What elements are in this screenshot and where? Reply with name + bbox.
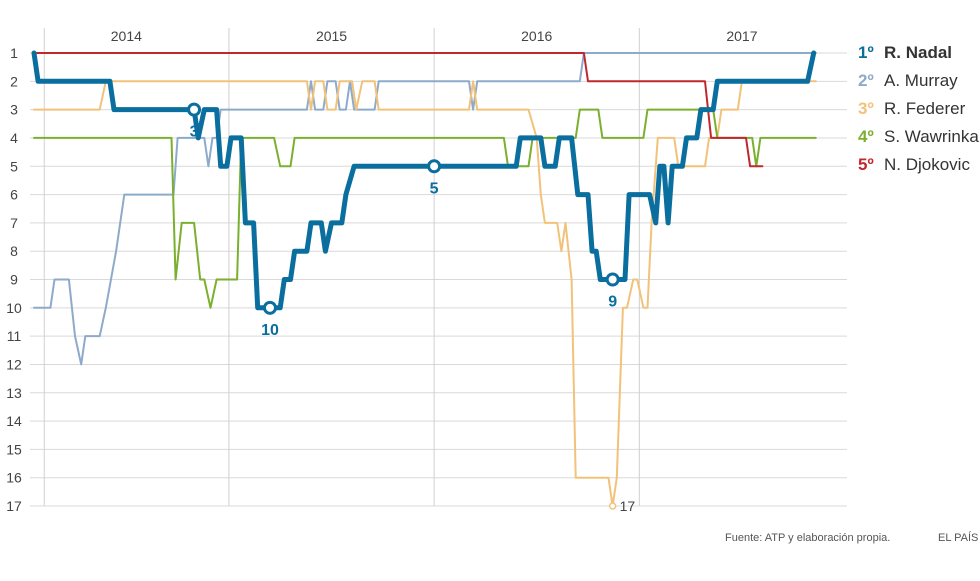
legend-name-n-djokovic: N. Djokovic [884, 155, 970, 174]
y-tick-label-5: 5 [10, 158, 18, 174]
annotation-label-3: 9 [608, 294, 617, 311]
legend-rank-a-murray: 2º [858, 71, 874, 90]
legend: 1º R. Nadal 2º A. Murray 3º R. Federer 4º S. Wa… [858, 43, 979, 174]
legend-rank-n-djokovic: 5º [858, 155, 874, 174]
y-tick-label-2: 2 [10, 73, 18, 89]
y-tick-label-10: 10 [6, 300, 22, 316]
year-axis: 2014 2015 2016 2017 [111, 28, 758, 44]
y-tick-label-8: 8 [10, 243, 18, 259]
annotations: 3 10 5 9 17 [187, 102, 636, 514]
y-tick-label-12: 12 [6, 356, 22, 372]
legend-rank-r-nadal: 1º [858, 43, 874, 62]
y-tick-label-13: 13 [6, 385, 22, 401]
y-tick-label-4: 4 [10, 130, 18, 146]
y-tick-label-16: 16 [6, 470, 22, 486]
grid [30, 28, 847, 507]
annotation-marker-4 [608, 502, 617, 510]
year-label-2014: 2014 [111, 28, 142, 44]
legend-rank-s-wawrinka: 4º [858, 127, 874, 146]
series-line-r-federer [33, 80, 817, 507]
annotation-marker-2 [427, 159, 442, 174]
legend-name-a-murray: A. Murray [884, 71, 958, 90]
annotation-label-4: 17 [620, 498, 636, 514]
annotation-marker-3 [605, 272, 620, 287]
y-tick-label-17: 17 [6, 498, 22, 514]
annotation-label-1: 10 [261, 322, 279, 339]
year-label-2015: 2015 [316, 28, 347, 44]
brand-label: EL PAÍS [938, 531, 978, 544]
legend-name-r-nadal: R. Nadal [884, 43, 952, 62]
y-tick-label-14: 14 [6, 413, 22, 429]
legend-rank-r-federer: 3º [858, 99, 874, 118]
y-tick-label-7: 7 [10, 215, 18, 231]
annotation-label-0: 3 [190, 124, 199, 141]
annotation-marker-0 [187, 102, 202, 117]
legend-name-s-wawrinka: S. Wawrinka [884, 127, 979, 146]
annotation-label-2: 5 [430, 180, 439, 197]
y-tick-label-15: 15 [6, 441, 22, 457]
y-tick-label-9: 9 [10, 272, 18, 288]
y-tick-label-11: 11 [7, 328, 22, 344]
year-label-2017: 2017 [726, 28, 757, 44]
series-line-r-nadal [31, 50, 817, 311]
y-tick-label-6: 6 [10, 187, 18, 203]
source-note: Fuente: ATP y elaboración propia. [725, 532, 890, 544]
y-tick-label-3: 3 [10, 102, 18, 118]
legend-name-r-federer: R. Federer [884, 99, 966, 118]
y-tick-label-1: 1 [10, 45, 18, 61]
annotation-marker-1 [262, 300, 277, 315]
series-lines [31, 50, 817, 507]
series-line-a-murray [33, 52, 817, 366]
year-label-2016: 2016 [521, 28, 552, 44]
